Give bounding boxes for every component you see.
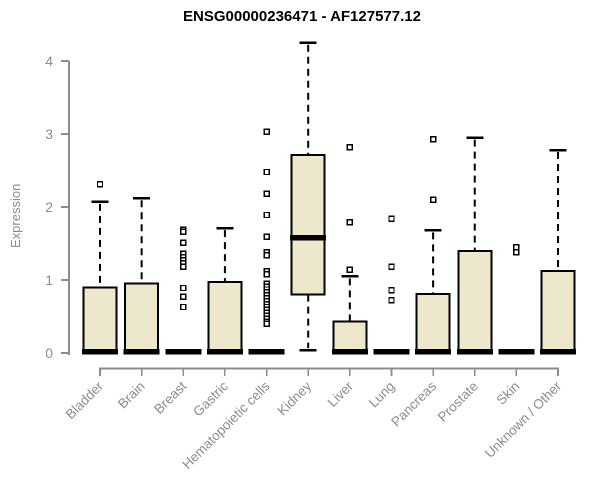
y-tick-label: 3	[45, 126, 53, 142]
outlier-point	[429, 135, 437, 143]
x-axis-label-bladder: Bladder	[63, 378, 107, 422]
outlier-point	[513, 243, 520, 251]
median-line	[123, 348, 160, 355]
median-line	[498, 348, 535, 355]
box-group-liver	[331, 143, 368, 355]
outlier-point	[388, 297, 395, 304]
outlier-point	[388, 215, 395, 222]
axes	[61, 60, 560, 376]
outlier-point	[263, 211, 270, 219]
y-tick-label: 2	[45, 199, 53, 215]
median-line	[290, 234, 327, 241]
iqr-box	[415, 292, 451, 354]
median-line	[165, 348, 202, 355]
median-line	[373, 348, 410, 355]
outlier-point	[180, 284, 187, 292]
x-axis-label-gastric: Gastric	[190, 378, 231, 419]
outlier-point	[180, 293, 187, 300]
box-group-unknown-other	[540, 148, 577, 355]
x-axis-label-lung: Lung	[366, 379, 398, 411]
y-tick-label: 0	[45, 345, 53, 361]
outlier-point	[180, 303, 187, 311]
outlier-point	[263, 128, 270, 136]
outlier-point	[96, 181, 104, 188]
box-group-bladder	[82, 181, 118, 355]
outlier-point	[346, 266, 354, 273]
box-group-breast	[165, 226, 202, 355]
iqr-box	[457, 249, 493, 354]
outlier-point	[263, 233, 270, 241]
outlier-point	[180, 263, 187, 271]
y-tick-label: 1	[45, 272, 53, 288]
x-axis-label-skin: Skin	[493, 379, 522, 408]
iqr-box	[540, 270, 576, 354]
x-axis-label-prostate: Prostate	[435, 379, 481, 425]
y-tick-label: 4	[45, 53, 53, 69]
box-group-brain	[123, 196, 160, 355]
median-line	[206, 348, 243, 355]
x-axis-label-pancreas: Pancreas	[388, 378, 439, 429]
x-axis-label-liver: Liver	[325, 378, 357, 410]
outlier-point	[346, 143, 354, 151]
outlier-point	[263, 320, 270, 327]
outlier-point	[180, 239, 187, 246]
iqr-box	[124, 282, 160, 354]
x-axis-label-unknown-other: Unknown / Other	[482, 378, 565, 461]
x-axis-label-brain: Brain	[115, 379, 148, 412]
outlier-point	[263, 251, 270, 259]
iqr-box	[207, 281, 243, 354]
outlier-point	[263, 168, 270, 176]
median-line	[540, 348, 577, 355]
iqr-box	[290, 154, 326, 296]
median-line	[456, 348, 493, 355]
median-line	[82, 348, 118, 355]
box-group-gastric	[206, 226, 243, 355]
outlier-point	[388, 263, 395, 271]
box-group-skin	[498, 243, 535, 355]
outlier-point	[180, 228, 187, 236]
outlier-point	[513, 249, 520, 256]
median-line	[415, 348, 452, 355]
x-axis-label-breast: Breast	[151, 378, 189, 416]
iqr-box	[82, 286, 118, 354]
median-line	[248, 348, 285, 355]
outlier-point	[263, 270, 270, 278]
iqr-box	[332, 320, 368, 354]
outlier-point	[388, 287, 395, 294]
box-group-prostate	[456, 136, 493, 355]
box-group-kidney	[290, 41, 327, 352]
outlier-point	[429, 196, 437, 203]
box-group-pancreas	[415, 135, 452, 355]
chart-title: ENSG00000236471 - AF127577.12	[183, 8, 421, 25]
box-group-lung	[373, 215, 410, 355]
outlier-point	[263, 190, 270, 198]
x-axis-label-kidney: Kidney	[275, 378, 315, 418]
box-group-hematopoietic-cells	[248, 128, 285, 355]
outlier-point	[346, 219, 354, 226]
median-line	[331, 348, 368, 355]
